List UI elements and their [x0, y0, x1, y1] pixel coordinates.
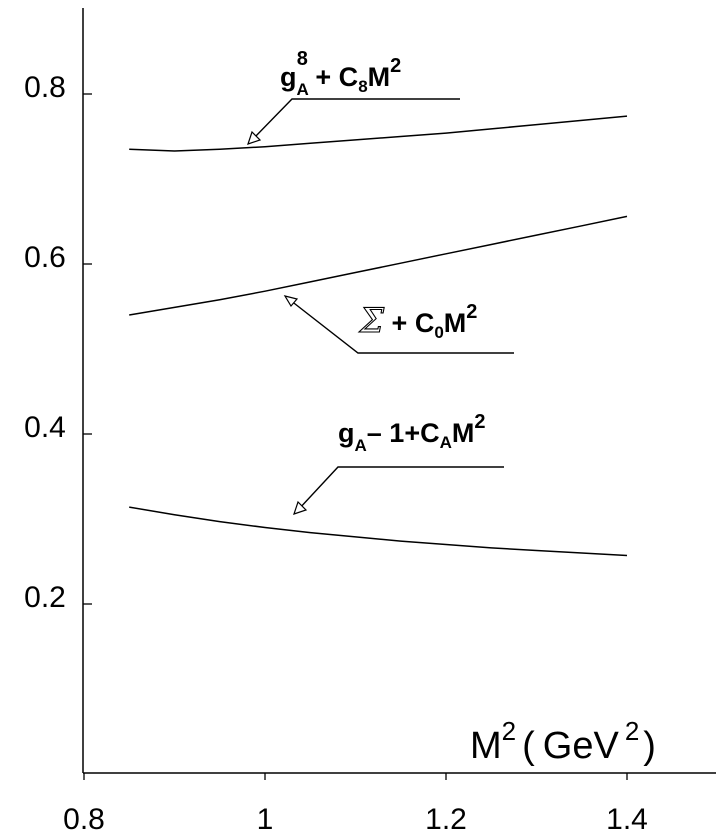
g8-ann-sup-2: 2: [390, 55, 401, 77]
sigma-ann-symbol: Σ: [358, 301, 385, 341]
xlabel-paren-open: (: [522, 725, 535, 767]
g8-ann-g: g: [280, 62, 297, 92]
sigma-ann-sup-2: 2: [466, 301, 477, 323]
gA-ann-sup-2: 2: [474, 411, 485, 433]
g8-ann-sub-8: 8: [358, 77, 367, 96]
gA-ann-m: M: [452, 418, 475, 448]
g8-ann-sup-8: 8: [297, 48, 308, 70]
x-axis-label: M2(GeV 2): [470, 716, 656, 767]
y-ticks: 0.2 0.4 0.6 0.8: [24, 71, 92, 614]
annotation-arrows: [251, 98, 514, 511]
xlabel-unit: GeV: [543, 725, 620, 767]
annotation-arrowheads: [247, 130, 308, 515]
sigma-ann-plus-c: + C: [384, 308, 434, 338]
gA-ann-g: g: [338, 418, 355, 448]
xlabel-sup2: 2: [625, 716, 639, 746]
g8-arrowhead: [247, 130, 262, 145]
xlabel-m: M: [470, 725, 502, 767]
sigma-annotation: Σ + C0M2: [358, 301, 477, 342]
sigma-leader: [289, 299, 514, 354]
gA-annotation: gA– 1+CAM2: [338, 411, 486, 455]
g8-ann-plus-c: + C: [308, 62, 358, 92]
gA-ann-sub-a2: A: [440, 433, 452, 452]
x-tick-label: 0.8: [63, 803, 105, 836]
xlabel-paren-close: ): [643, 725, 656, 767]
y-tick-label: 0.2: [24, 581, 66, 614]
g8-leader: [251, 98, 460, 141]
series-line-gA: [129, 506, 628, 557]
sigma-ann-m: M: [444, 308, 467, 338]
g8-ann-sub-a: A: [297, 80, 309, 99]
x-tick-label: 1.4: [606, 803, 648, 836]
sigma-ann-sub-0: 0: [434, 323, 443, 342]
xlabel-sup1: 2: [502, 716, 516, 746]
g8-annotation: gA8 + C8M2: [280, 48, 401, 99]
gA-leader: [297, 466, 504, 511]
series-lines: [129, 115, 628, 557]
y-tick-label: 0.6: [24, 241, 66, 274]
gA-arrowhead: [293, 500, 308, 515]
x-ticks: 0.8 1 1.2 1.4: [63, 773, 648, 836]
gA-ann-sub-a: A: [355, 436, 367, 455]
x-tick-label: 1: [257, 803, 274, 836]
g8-ann-m: M: [368, 62, 391, 92]
y-tick-label: 0.4: [24, 411, 66, 444]
y-tick-label: 0.8: [24, 71, 66, 104]
series-line-sigma: [129, 215, 628, 316]
series-line-g8: [129, 115, 628, 152]
x-tick-label: 1.2: [425, 803, 467, 836]
sigma-arrowhead: [283, 295, 299, 308]
gA-ann-minus: – 1+C: [367, 418, 440, 448]
